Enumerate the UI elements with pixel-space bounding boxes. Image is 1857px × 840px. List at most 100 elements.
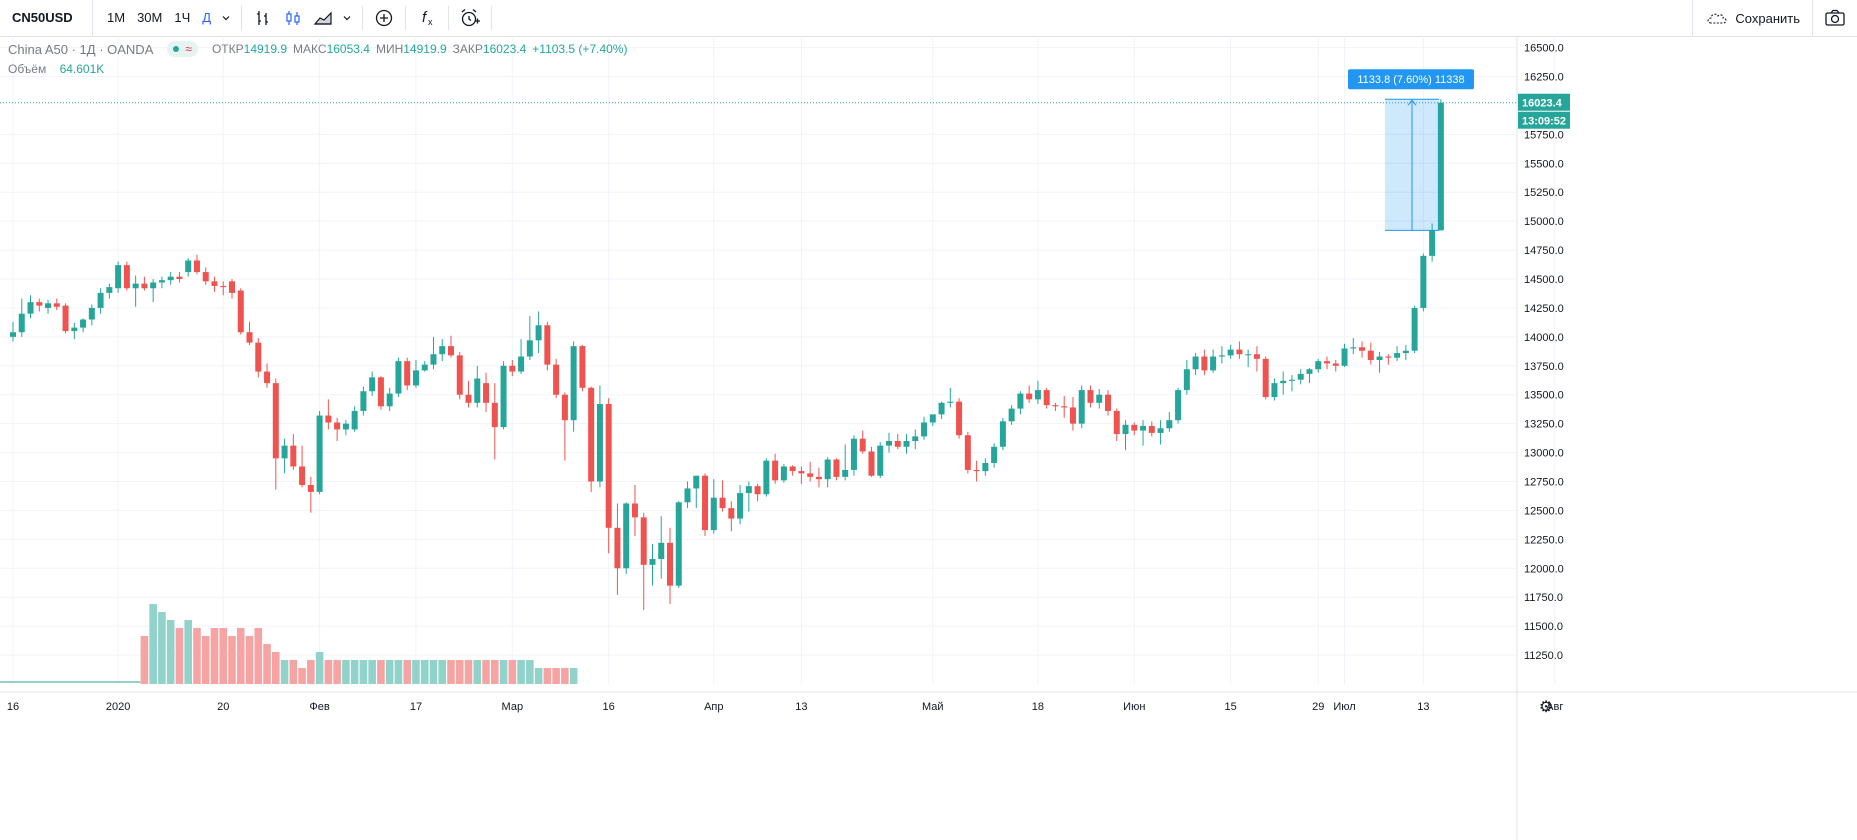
candle-body bbox=[912, 436, 919, 441]
candle-body bbox=[614, 527, 621, 569]
volume-bar bbox=[447, 660, 455, 684]
candle-body bbox=[675, 502, 682, 586]
candle-body bbox=[229, 281, 235, 293]
candle-body bbox=[202, 272, 209, 282]
time-tick-label: 18 bbox=[1032, 701, 1044, 713]
chevron-down-icon[interactable] bbox=[217, 0, 235, 36]
area-chart-icon[interactable] bbox=[308, 0, 338, 36]
candle-body bbox=[1236, 349, 1243, 355]
time-tick-label: 16 bbox=[7, 701, 19, 713]
candle-body bbox=[1210, 356, 1217, 371]
candle-body bbox=[281, 445, 288, 459]
candle-body bbox=[106, 287, 113, 293]
price-chart[interactable]: 16023.4 13:09:52 1133.8 (7.60%) 11338 1125… bbox=[0, 36, 1857, 840]
candle-body bbox=[991, 446, 998, 463]
status-pill[interactable]: ≈ bbox=[167, 41, 198, 57]
symbol-title[interactable]: China A50 · 1Д · OANDA bbox=[8, 41, 154, 57]
alert-clock-icon[interactable] bbox=[455, 0, 485, 36]
volume-bar bbox=[482, 660, 490, 684]
candle-body bbox=[246, 332, 253, 343]
last-price-label: 16023.4 bbox=[1522, 98, 1563, 110]
candle-body bbox=[544, 325, 551, 365]
chevron-down-icon[interactable] bbox=[338, 0, 356, 36]
candle-body bbox=[1359, 347, 1366, 351]
candle-body bbox=[123, 265, 130, 289]
volume-bar bbox=[333, 660, 341, 684]
time-tick-label: 13 bbox=[795, 701, 807, 713]
volume-bar bbox=[245, 636, 254, 684]
candle-body bbox=[938, 402, 945, 415]
price-tick-label: 14750.0 bbox=[1524, 245, 1564, 257]
volume-bar bbox=[377, 660, 385, 684]
svg-text:x: x bbox=[428, 17, 433, 27]
candle-body bbox=[798, 471, 805, 474]
candle-body bbox=[535, 325, 542, 341]
volume-bar bbox=[403, 660, 411, 684]
price-tick-label: 13000.0 bbox=[1524, 448, 1564, 460]
compare-add-icon[interactable] bbox=[369, 0, 399, 36]
candlesticks bbox=[10, 99, 1444, 610]
candle-body bbox=[10, 332, 16, 337]
time-tick-label: 2020 bbox=[106, 701, 130, 713]
candle-body bbox=[474, 378, 481, 403]
interval-30m-button[interactable]: 30М bbox=[137, 10, 163, 25]
candle-body bbox=[71, 327, 78, 332]
save-label: Сохранить bbox=[1735, 10, 1800, 26]
market-open-dot bbox=[173, 46, 180, 52]
candle-body bbox=[868, 451, 875, 476]
candle-body bbox=[1096, 394, 1103, 403]
volume-bar bbox=[569, 668, 578, 684]
candle-body bbox=[27, 302, 34, 314]
open-value: 14919.9 bbox=[243, 42, 288, 56]
low-label: МИН bbox=[375, 42, 404, 56]
chart-legend: China A50 · 1Д · OANDA ≈ ОТКР 14919.9 МАК… bbox=[8, 41, 627, 57]
candle-body bbox=[456, 355, 463, 395]
countdown-tag bbox=[1518, 111, 1570, 129]
candle-body bbox=[1183, 369, 1190, 391]
price-tick-label: 14250.0 bbox=[1524, 303, 1564, 315]
volume-bar bbox=[552, 668, 560, 684]
candle-body bbox=[1324, 361, 1330, 364]
candle-body bbox=[1437, 102, 1444, 231]
interval-day-button[interactable]: Д bbox=[202, 10, 212, 25]
candle-body bbox=[220, 285, 227, 288]
candle-body bbox=[1061, 406, 1068, 408]
candle-body bbox=[1087, 390, 1094, 403]
candle-body bbox=[369, 377, 376, 392]
candle-body bbox=[737, 493, 744, 519]
symbol-search-button[interactable]: CN50USD bbox=[0, 0, 93, 36]
candle-body bbox=[1394, 353, 1401, 358]
time-tick-label: Июл bbox=[1333, 701, 1355, 713]
price-tick-label: 15250.0 bbox=[1524, 187, 1564, 199]
volume-bar bbox=[412, 660, 420, 684]
candle-body bbox=[947, 401, 954, 403]
screenshot-button[interactable] bbox=[1812, 0, 1857, 36]
candle-body bbox=[894, 441, 901, 447]
candle-body bbox=[929, 414, 936, 423]
volume-bar bbox=[324, 660, 333, 684]
bars-icon[interactable] bbox=[248, 0, 278, 36]
candle-body bbox=[956, 401, 963, 436]
candle-body bbox=[360, 391, 367, 411]
interval-1m-button[interactable]: 1М bbox=[107, 10, 126, 25]
candle-body bbox=[483, 383, 490, 403]
candle-body bbox=[1245, 354, 1252, 356]
candle-body bbox=[45, 303, 52, 308]
volume-bar bbox=[455, 660, 464, 684]
candle-body bbox=[807, 473, 814, 477]
candle-body bbox=[1420, 255, 1427, 308]
settings-gear-icon[interactable]: ⚙ bbox=[1539, 699, 1553, 716]
candle-body bbox=[702, 475, 709, 531]
toolbar-divider bbox=[491, 6, 493, 30]
candle-body bbox=[667, 542, 673, 586]
time-tick-label: Апр bbox=[704, 701, 723, 713]
interval-1h-button[interactable]: 1Ч bbox=[174, 10, 191, 25]
candle-body bbox=[395, 361, 402, 394]
save-button[interactable]: Сохранить bbox=[1692, 0, 1812, 36]
candles-icon[interactable] bbox=[278, 0, 308, 36]
close-label: ЗАКР bbox=[452, 42, 483, 56]
low-value: 14919.9 bbox=[403, 42, 447, 56]
candle-body bbox=[439, 346, 446, 355]
open-label: ОТКР bbox=[211, 42, 244, 56]
